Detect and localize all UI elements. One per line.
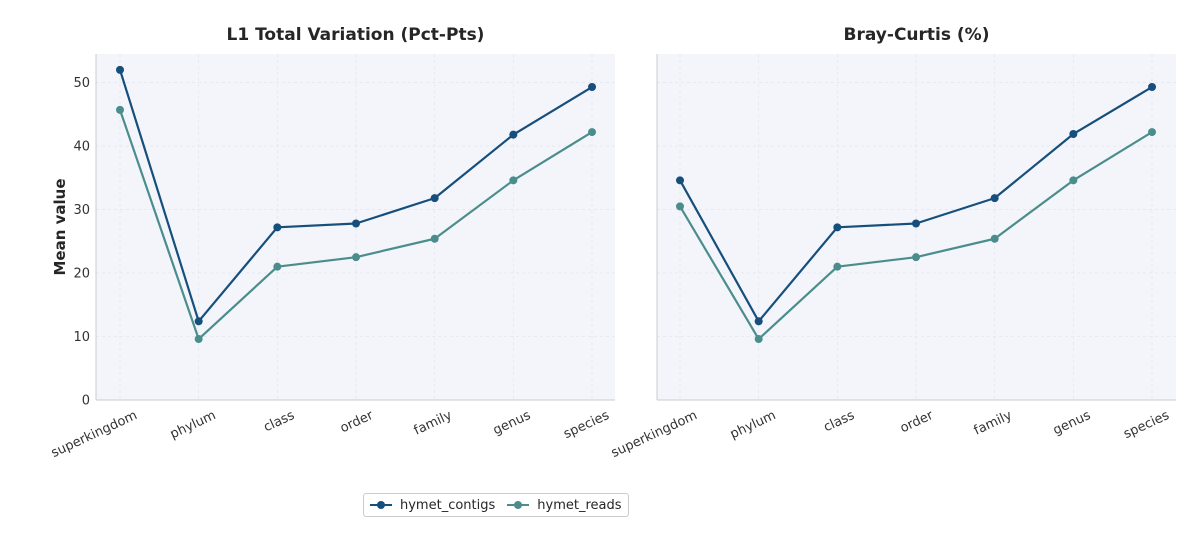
y-tick-label: 30 bbox=[73, 203, 90, 218]
x-tick-label: family bbox=[972, 408, 1015, 439]
data-point-hymet-reads[interactable] bbox=[194, 335, 203, 344]
data-point-hymet-contigs[interactable] bbox=[194, 317, 203, 326]
y-tick-label: 20 bbox=[73, 267, 90, 282]
chart-panel-l1: 0 10 20 30 40 50 superkingdom phylum class order f… bbox=[49, 25, 615, 461]
y-tick-label: 0 bbox=[82, 394, 90, 409]
x-tick-label: phylum bbox=[728, 408, 778, 442]
chart-panel-bray-curtis: superkingdom phylum class order family genus s… bbox=[609, 25, 1176, 461]
data-point-hymet-contigs[interactable] bbox=[676, 176, 684, 185]
data-point-hymet-reads[interactable] bbox=[509, 176, 518, 185]
x-tick-label: genus bbox=[1051, 408, 1093, 438]
data-point-hymet-reads[interactable] bbox=[1069, 176, 1078, 185]
legend-swatch-hymet-reads bbox=[507, 499, 530, 511]
series-layer bbox=[116, 65, 597, 344]
legend-swatch-hymet-contigs bbox=[370, 499, 392, 511]
data-point-hymet-reads[interactable] bbox=[273, 262, 282, 271]
x-tick-label: phylum bbox=[168, 408, 218, 442]
data-point-hymet-contigs[interactable] bbox=[116, 65, 124, 74]
data-point-hymet-contigs[interactable] bbox=[273, 223, 282, 232]
x-tick-label: superkingdom bbox=[609, 408, 700, 461]
data-point-hymet-reads[interactable] bbox=[352, 253, 361, 262]
legend-item-hymet-reads[interactable]: hymet_reads bbox=[507, 497, 622, 513]
y-axis-label: Mean value bbox=[51, 178, 69, 275]
y-tick-label: 50 bbox=[73, 76, 90, 91]
data-point-hymet-contigs[interactable] bbox=[430, 194, 439, 203]
data-point-hymet-reads[interactable] bbox=[912, 253, 921, 262]
legend: hymet_contigs hymet_reads bbox=[363, 493, 629, 517]
data-point-hymet-contigs[interactable] bbox=[912, 219, 921, 228]
data-point-hymet-contigs[interactable] bbox=[1069, 129, 1078, 138]
chart-title: Bray-Curtis (%) bbox=[844, 25, 990, 45]
data-point-hymet-contigs[interactable] bbox=[754, 317, 763, 326]
data-point-hymet-reads[interactable] bbox=[833, 262, 842, 271]
x-tick-label: species bbox=[1121, 408, 1172, 442]
data-point-hymet-contigs[interactable] bbox=[833, 223, 842, 232]
data-point-hymet-reads[interactable] bbox=[1148, 128, 1157, 137]
series-layer bbox=[676, 83, 1157, 344]
x-tick-label: order bbox=[898, 408, 936, 437]
data-point-hymet-reads[interactable] bbox=[676, 202, 684, 211]
y-tick-label: 40 bbox=[73, 140, 90, 155]
x-tick-label: order bbox=[338, 408, 376, 437]
legend-label: hymet_contigs bbox=[400, 497, 496, 513]
x-tick-label: genus bbox=[491, 408, 533, 438]
x-tick-label: superkingdom bbox=[49, 408, 140, 461]
data-point-hymet-reads[interactable] bbox=[588, 128, 597, 137]
data-point-hymet-reads[interactable] bbox=[430, 234, 439, 243]
data-point-hymet-contigs[interactable] bbox=[990, 194, 999, 203]
x-tick-label: class bbox=[821, 408, 857, 435]
data-point-hymet-reads[interactable] bbox=[754, 335, 763, 344]
data-point-hymet-contigs[interactable] bbox=[509, 130, 518, 139]
x-tick-label: class bbox=[261, 408, 297, 435]
x-tick-label: species bbox=[561, 408, 612, 442]
legend-label: hymet_reads bbox=[537, 497, 622, 513]
data-point-hymet-reads[interactable] bbox=[990, 234, 999, 243]
y-tick-label: 10 bbox=[73, 330, 90, 345]
chart-title: L1 Total Variation (Pct-Pts) bbox=[227, 25, 485, 45]
x-tick-label: family bbox=[412, 408, 455, 439]
data-point-hymet-contigs[interactable] bbox=[1148, 83, 1157, 92]
data-point-hymet-contigs[interactable] bbox=[352, 219, 361, 228]
legend-item-hymet-contigs[interactable]: hymet_contigs bbox=[370, 498, 495, 513]
data-point-hymet-contigs[interactable] bbox=[588, 83, 597, 92]
data-point-hymet-reads[interactable] bbox=[116, 105, 124, 114]
